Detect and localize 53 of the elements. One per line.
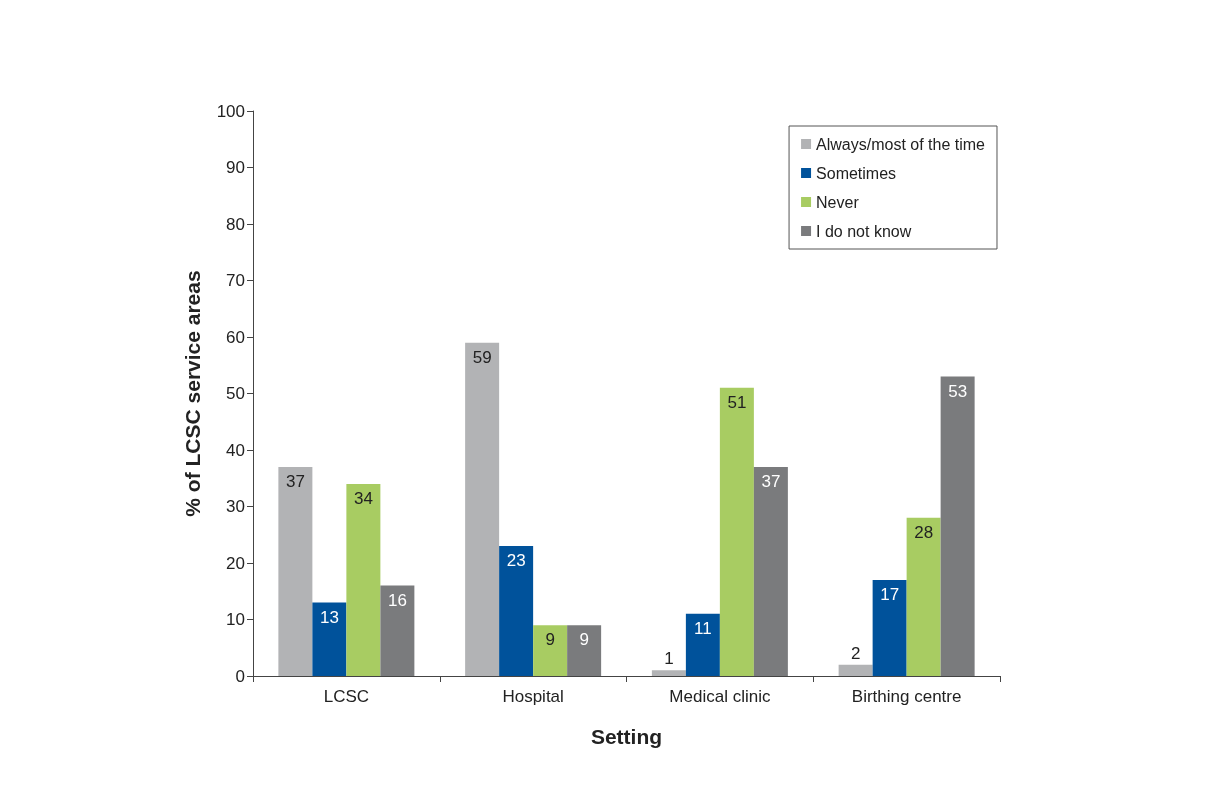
data-label: 59 xyxy=(472,347,492,367)
data-label: 53 xyxy=(948,381,968,401)
bar xyxy=(465,342,500,676)
data-label: 13 xyxy=(319,607,339,627)
data-label: 9 xyxy=(545,630,555,650)
y-tick-label: 100 xyxy=(216,101,245,121)
data-label: 51 xyxy=(727,392,747,412)
legend-label: I do not know xyxy=(816,222,912,240)
bar xyxy=(906,517,941,676)
y-axis-title: % of LCSC service areas xyxy=(181,270,204,517)
y-tick-label: 50 xyxy=(226,384,245,403)
bar xyxy=(346,483,381,676)
bar xyxy=(872,579,907,676)
data-label: 28 xyxy=(914,522,934,542)
legend-label: Sometimes xyxy=(816,164,897,182)
data-label: 37 xyxy=(285,471,305,491)
bar xyxy=(567,625,602,676)
y-tick-label: 60 xyxy=(226,327,245,347)
data-label: 34 xyxy=(353,488,373,508)
x-tick-label: Hospital xyxy=(502,687,564,706)
bar xyxy=(719,387,754,676)
y-tick-label: 70 xyxy=(226,271,245,290)
data-label: 2 xyxy=(850,643,861,663)
bar xyxy=(685,613,720,676)
x-tick-label: LCSC xyxy=(323,687,370,706)
bar xyxy=(838,664,873,676)
data-label: 17 xyxy=(880,584,900,604)
y-tick-label: 80 xyxy=(226,214,245,234)
y-tick-label: 10 xyxy=(226,610,245,629)
bar xyxy=(940,376,975,676)
data-label: 16 xyxy=(387,590,407,610)
legend-label: Always/most of the time xyxy=(816,135,986,153)
y-tick-label: 90 xyxy=(226,158,245,177)
y-tick-label: 20 xyxy=(226,553,245,573)
bar xyxy=(312,602,347,676)
x-tick-label: Medical clinic xyxy=(669,687,771,706)
bar xyxy=(380,585,415,676)
bar xyxy=(278,466,313,676)
bar xyxy=(499,546,534,676)
y-tick-label: 30 xyxy=(226,497,245,516)
data-label: 9 xyxy=(579,630,589,650)
data-label: 23 xyxy=(506,551,526,571)
data-label: 11 xyxy=(694,618,712,638)
x-axis-title: Setting xyxy=(590,725,663,748)
legend-label: Never xyxy=(816,193,860,211)
data-label: 37 xyxy=(761,471,781,491)
bar xyxy=(651,670,686,676)
bar xyxy=(753,466,788,676)
y-tick-label: 0 xyxy=(235,666,245,686)
y-tick-label: 40 xyxy=(226,440,245,460)
data-label: 1 xyxy=(664,649,674,669)
bar xyxy=(533,625,568,676)
x-tick-label: Birthing centre xyxy=(851,687,962,706)
